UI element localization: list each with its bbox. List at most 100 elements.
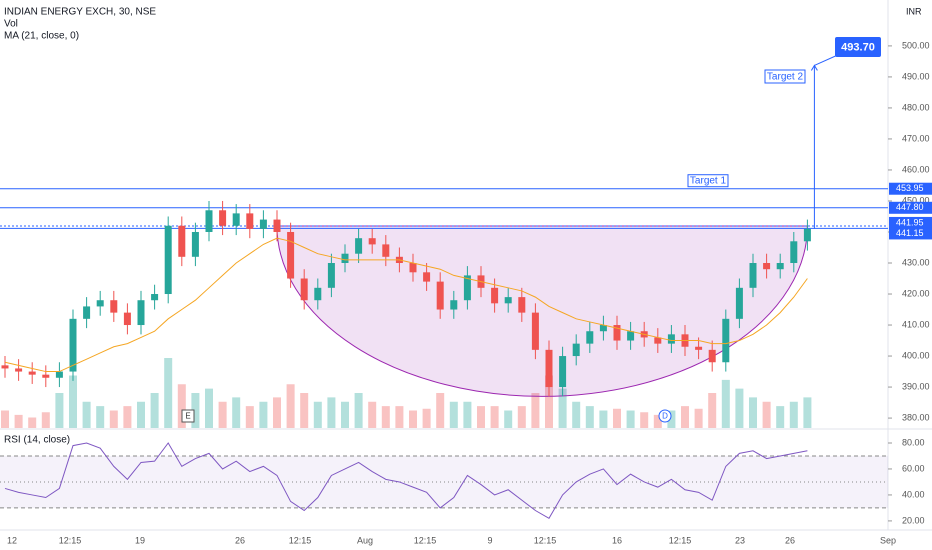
candle-body <box>803 228 811 242</box>
level-label: 441.95 <box>896 217 924 227</box>
currency: INR <box>906 6 922 16</box>
x-tick-label: 12:15 <box>59 535 82 545</box>
candle-body <box>409 263 417 273</box>
candle-body <box>273 219 281 232</box>
x-tick-label: 12:15 <box>534 535 557 545</box>
volume-bar <box>409 410 417 428</box>
volume-bar <box>82 401 91 428</box>
candle-body <box>246 213 254 229</box>
candle-body <box>327 263 335 288</box>
rsi-tick-label: 40.00 <box>902 489 925 499</box>
volume-bar <box>599 410 608 428</box>
candle-body <box>763 263 771 270</box>
candle-body <box>572 343 580 357</box>
volume-bar <box>14 414 23 428</box>
candle-body <box>559 356 567 388</box>
x-tick-label: 9 <box>487 535 492 545</box>
x-tick-label: 26 <box>235 535 245 545</box>
volume-bar <box>354 393 363 428</box>
candle-body <box>164 225 172 295</box>
volume-bar <box>259 401 268 428</box>
volume-bar <box>273 397 281 428</box>
volume-bar <box>504 410 513 428</box>
volume-bar <box>422 408 431 428</box>
event-marker: D <box>662 412 668 421</box>
candle-body <box>654 337 662 344</box>
volume-bar <box>341 401 349 428</box>
candle-body <box>205 210 213 232</box>
earnings-marker <box>181 409 195 423</box>
candle-body <box>708 349 716 363</box>
x-tick-label: 16 <box>612 535 622 545</box>
candle-body <box>776 263 784 270</box>
volume-bar <box>626 410 635 428</box>
candle-body <box>667 334 675 344</box>
candle-body <box>287 231 295 279</box>
volume-bar <box>517 406 526 428</box>
volume-bar <box>286 384 295 428</box>
candle-body <box>382 244 390 257</box>
volume-bar <box>694 408 703 428</box>
y-tick-label: 450.00 <box>902 195 930 205</box>
volume-bar <box>449 401 458 428</box>
volume-bar <box>667 410 676 428</box>
y-tick-label: 390.00 <box>902 381 930 391</box>
volume-bar <box>708 393 717 428</box>
volume-bar <box>300 393 309 428</box>
volume-bar <box>776 406 785 428</box>
candle-body <box>790 241 798 264</box>
volume-bar <box>218 401 227 428</box>
volume-bar <box>55 393 64 428</box>
candle-body <box>137 300 145 326</box>
candle-body <box>735 287 743 319</box>
candle-body <box>545 349 553 388</box>
volume-bar <box>721 379 730 428</box>
volume-bar <box>436 393 445 428</box>
volume-bar <box>395 406 404 428</box>
volume-bar <box>681 406 689 428</box>
level-label-bg <box>889 201 932 214</box>
y-tick-label: 500.00 <box>902 40 930 50</box>
rsi-legend: RSI (14, close) <box>4 435 70 446</box>
volume-bar <box>531 393 540 428</box>
target-box <box>764 69 806 84</box>
volume-bar <box>572 401 581 428</box>
candle-body <box>1 365 9 369</box>
y-tick-label: 480.00 <box>902 102 930 112</box>
x-tick-label: 26 <box>785 535 795 545</box>
volume-bar <box>327 397 336 428</box>
volume-legend: Vol <box>4 19 18 30</box>
candle-body <box>42 374 50 378</box>
volume-bar <box>41 412 50 428</box>
volume-bar <box>109 410 118 428</box>
volume-bar <box>164 358 173 428</box>
candle-body <box>300 278 308 301</box>
arrow-head <box>810 64 818 71</box>
candle-body <box>15 368 23 372</box>
y-tick-label: 410.00 <box>902 319 930 329</box>
candle-body <box>450 300 458 310</box>
candle-body <box>28 371 36 375</box>
candle-body <box>722 318 730 363</box>
y-tick-label: 490.00 <box>902 71 930 81</box>
dividend-marker <box>658 409 672 423</box>
x-tick-label: Sep <box>880 535 896 545</box>
candle-body <box>627 331 635 341</box>
volume-bar <box>803 397 812 428</box>
x-tick-label: Aug <box>357 535 373 545</box>
volume-bar <box>585 406 594 428</box>
candle-body <box>613 325 621 341</box>
rsi-line <box>4 442 808 519</box>
candle-body <box>463 275 471 301</box>
x-tick-label: 23 <box>735 535 745 545</box>
candle-body <box>504 297 512 304</box>
candle-body <box>586 331 594 344</box>
candle-body <box>151 294 159 301</box>
callout-label: 493.70 <box>841 41 875 53</box>
callout-box <box>835 37 881 57</box>
candle-body <box>219 210 227 226</box>
candle-body <box>355 238 363 254</box>
volume-bar <box>232 397 241 428</box>
volume-bar <box>653 414 662 428</box>
